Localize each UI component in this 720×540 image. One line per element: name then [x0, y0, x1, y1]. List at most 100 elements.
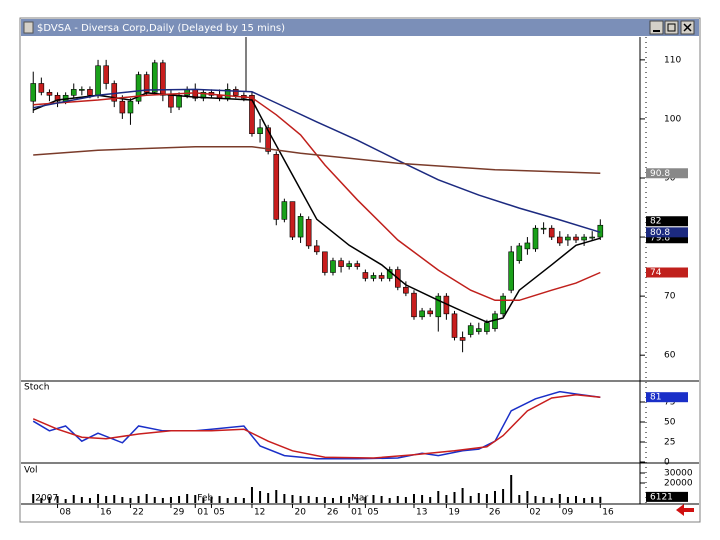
volume-bar — [477, 493, 480, 503]
y-tick-label: 75 — [664, 398, 675, 408]
x-tick-label: 26 — [489, 508, 501, 518]
volume-bar — [510, 475, 513, 503]
last-value-box — [646, 168, 688, 179]
volume-bar — [356, 498, 359, 503]
candle-body — [403, 286, 409, 294]
minimize-button[interactable] — [649, 20, 664, 35]
x-tick-label: 26 — [327, 508, 339, 518]
volume-bar — [340, 496, 343, 503]
candle-body — [70, 89, 77, 96]
volume-bar — [161, 498, 164, 503]
candle-body — [168, 94, 174, 108]
candle-body — [362, 272, 369, 279]
candle-body — [451, 313, 458, 338]
x-tick-label: 19 — [448, 508, 460, 518]
candle-body — [249, 94, 255, 134]
volume-bar — [404, 497, 407, 503]
candle-body — [565, 236, 571, 241]
volume-bar — [194, 495, 197, 503]
x-tick-label: 09 — [562, 508, 574, 518]
candle-body — [289, 201, 296, 238]
candle-body — [46, 92, 53, 96]
volume-bar — [64, 499, 67, 503]
volume-bar — [137, 496, 140, 503]
volume-bar — [348, 497, 351, 503]
volume-bar — [283, 494, 286, 503]
y-tick-label: 25 — [664, 438, 675, 448]
indicator-line — [32, 394, 601, 459]
volume-bar — [396, 496, 399, 503]
indicator-line — [33, 145, 601, 175]
scroll-arrow[interactable] — [676, 504, 694, 516]
volume-bar — [275, 490, 278, 503]
x-tick-label: 22 — [132, 508, 143, 518]
candle-body — [484, 322, 490, 332]
candle-body — [135, 74, 142, 102]
x-tick-label: 01 — [197, 508, 208, 518]
indicator-line — [32, 92, 601, 323]
last-value-label: 82 — [650, 217, 661, 227]
window-title: $DVSA - Diversa Corp,Daily (Delayed by 1… — [37, 23, 285, 34]
volume-bar — [72, 495, 75, 503]
candle-body — [30, 83, 37, 102]
app-icon — [23, 21, 34, 34]
window-buttons[interactable] — [649, 20, 695, 35]
y-tick-label: 30000 — [664, 469, 693, 479]
candle-body — [557, 236, 563, 244]
volume-bar — [299, 496, 302, 503]
volume-bar — [372, 495, 375, 503]
volume-bar — [534, 496, 537, 503]
indicator-line — [32, 390, 601, 460]
last-value-label: 6121 — [650, 492, 673, 502]
candle-body — [330, 260, 336, 273]
candle-body — [79, 89, 85, 91]
volume-bar — [331, 498, 334, 503]
volume-bar — [291, 495, 294, 503]
candle-body — [516, 245, 523, 261]
volume-bar — [461, 488, 464, 503]
candle-body — [313, 245, 320, 253]
last-value-box — [646, 233, 688, 244]
candle-body — [151, 62, 158, 93]
volume-bar — [550, 498, 553, 503]
y-tick-label: 110 — [664, 55, 681, 65]
volume-bar — [105, 496, 108, 503]
candle-body — [459, 337, 466, 341]
candle-body — [297, 216, 304, 238]
y-tick-label: 0 — [664, 458, 670, 468]
candle-body — [427, 310, 433, 315]
x-tick-label: 12 — [254, 508, 265, 518]
x-tick-label: 16 — [100, 508, 112, 518]
volume-bar — [250, 487, 253, 503]
candle-body — [589, 236, 596, 239]
candle-body — [411, 292, 417, 318]
candle-body — [573, 236, 579, 241]
candle-body — [257, 127, 263, 134]
candle-body — [354, 263, 361, 267]
volume-bar — [388, 498, 391, 503]
panel-title: Vol — [24, 466, 37, 476]
volume-bar — [526, 491, 529, 503]
volume-bar — [129, 498, 132, 503]
x-tick-label: 05 — [213, 508, 224, 518]
last-value-box — [646, 392, 688, 403]
volume-bar — [421, 495, 424, 503]
volume-bar — [80, 497, 83, 503]
indicator-line — [33, 92, 601, 302]
title-bar — [21, 19, 699, 36]
candle-body — [419, 310, 425, 318]
candle-body — [435, 295, 442, 318]
candle-body — [265, 127, 271, 152]
candle-body — [127, 100, 134, 114]
x-tick-label: 01 — [351, 508, 362, 518]
last-value-box — [646, 491, 688, 502]
maximize-button[interactable] — [664, 20, 679, 35]
volume-bar — [169, 497, 172, 503]
y-tick-label: 90 — [664, 173, 676, 183]
x-tick-label: 29 — [173, 508, 185, 518]
x-tick-label: 13 — [416, 508, 427, 518]
volume-bar — [259, 491, 262, 503]
volume-bar — [226, 498, 229, 503]
candle-body — [176, 94, 182, 108]
